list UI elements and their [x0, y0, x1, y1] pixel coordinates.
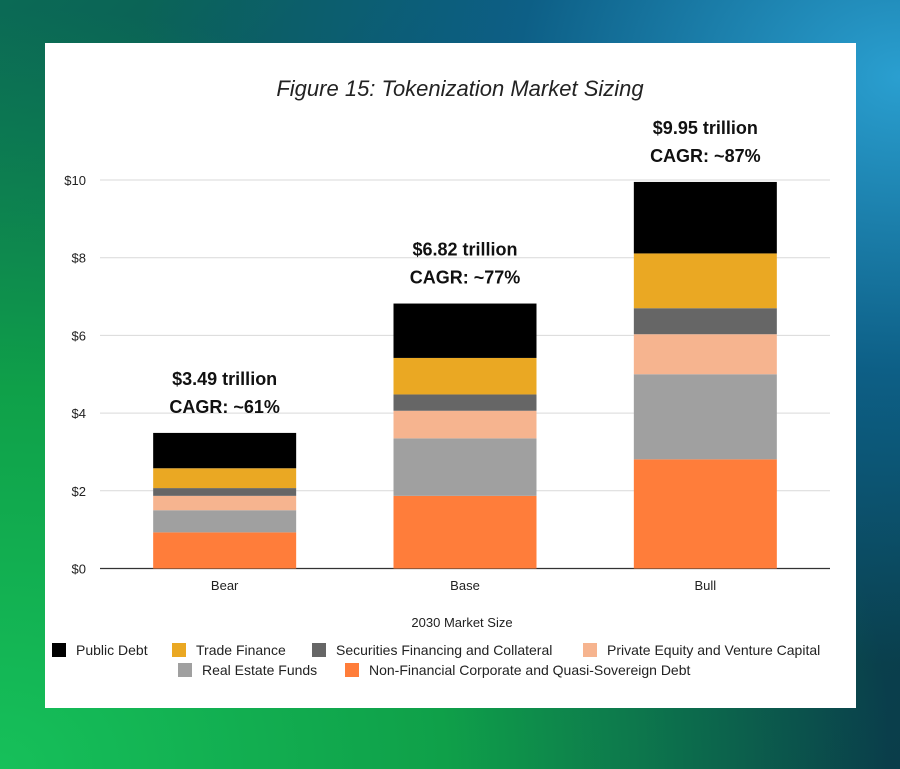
bar-segment — [153, 468, 297, 489]
bar-segment — [393, 357, 537, 395]
total-annotation: $6.82 trillion — [412, 240, 517, 260]
cagr-annotation: CAGR: ~77% — [410, 268, 521, 288]
bar-segment — [393, 495, 537, 569]
bar-segment — [633, 253, 777, 309]
y-tick-label: $2 — [72, 484, 86, 499]
y-tick-label: $8 — [72, 251, 86, 266]
y-tick-label: $10 — [64, 173, 86, 188]
legend-swatch — [345, 663, 359, 677]
bar-segment — [153, 432, 297, 469]
bar-segment — [393, 394, 537, 411]
cagr-annotation: CAGR: ~61% — [169, 397, 280, 417]
bar-segment — [633, 334, 777, 375]
legend-swatch — [583, 643, 597, 657]
bar-segment — [393, 303, 537, 358]
total-annotation: $9.95 trillion — [653, 118, 758, 138]
total-annotation: $3.49 trillion — [172, 369, 277, 389]
x-tick-label: Base — [450, 578, 480, 593]
legend-label: Non-Financial Corporate and Quasi-Sovere… — [369, 662, 691, 678]
x-tick-label: Bull — [694, 578, 716, 593]
bar-segment — [153, 495, 297, 511]
x-tick-label: Bear — [211, 578, 239, 593]
legend-swatch — [312, 643, 326, 657]
bar-segment — [633, 459, 777, 569]
legend-swatch — [52, 643, 66, 657]
bar-segment — [153, 532, 297, 569]
x-axis-label: 2030 Market Size — [411, 615, 512, 630]
legend-label: Public Debt — [76, 642, 148, 658]
y-tick-label: $0 — [72, 562, 86, 577]
y-tick-label: $6 — [72, 328, 86, 343]
legend-label: Trade Finance — [196, 642, 286, 658]
legend-swatch — [178, 663, 192, 677]
bar-segment — [633, 374, 777, 460]
legend-label: Real Estate Funds — [202, 662, 317, 678]
bar-segment — [153, 488, 297, 496]
chart-title: Figure 15: Tokenization Market Sizing — [276, 76, 644, 101]
bar-segment — [393, 410, 537, 439]
bar-segment — [633, 308, 777, 335]
legend-swatch — [172, 643, 186, 657]
legend-label: Securities Financing and Collateral — [336, 642, 552, 658]
cagr-annotation: CAGR: ~87% — [650, 146, 761, 166]
bar-segment — [153, 510, 297, 533]
bar-segment — [393, 438, 537, 496]
bar-segment — [633, 181, 777, 254]
y-tick-label: $4 — [72, 406, 86, 421]
legend-label: Private Equity and Venture Capital — [607, 642, 820, 658]
